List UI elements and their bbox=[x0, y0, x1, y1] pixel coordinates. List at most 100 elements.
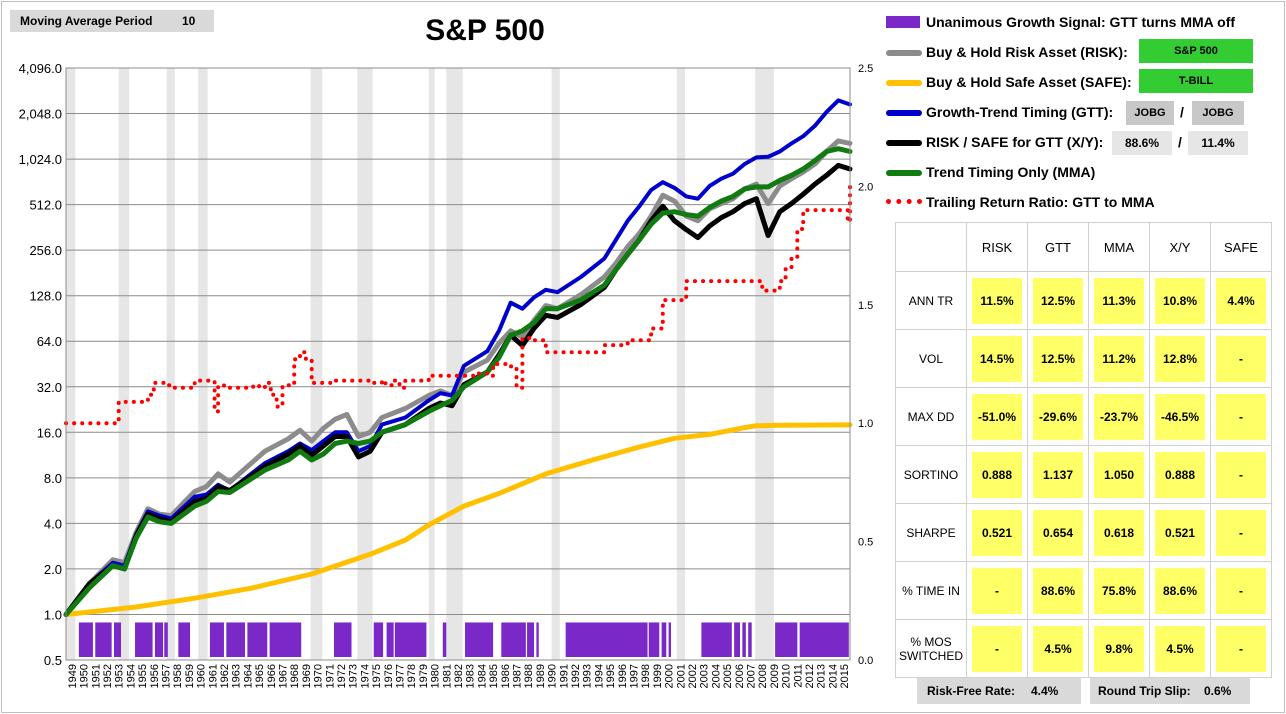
legend-item-xy: RISK / SAFE for GTT (X/Y): bbox=[884, 130, 1274, 154]
xy-right-value[interactable]: 11.4% bbox=[1188, 131, 1248, 155]
moving-average-value[interactable]: 10 bbox=[182, 14, 196, 28]
stats-value: 1.137 bbox=[1033, 451, 1083, 498]
y-left-tick-label: 512.0 bbox=[29, 198, 62, 213]
stats-value: - bbox=[1216, 625, 1266, 672]
legend-label-safe: Buy & Hold Safe Asset (SAFE): bbox=[926, 74, 1132, 90]
x-tick-label: 1954 bbox=[125, 664, 137, 688]
stats-cell: 9.8% bbox=[1088, 619, 1150, 678]
stats-row: ANN TR 11.5% 12.5% 11.3% 10.8% 4.4% bbox=[895, 271, 1272, 330]
series-line-1 bbox=[63, 422, 853, 617]
slip-label: Round Trip Slip: bbox=[1098, 684, 1191, 698]
x-tick-label: 1990 bbox=[547, 664, 559, 688]
x-tick-label: 2015 bbox=[839, 664, 851, 688]
signal-bar bbox=[178, 622, 191, 657]
x-tick-label: 2007 bbox=[746, 664, 758, 688]
x-tick-label: 1977 bbox=[394, 664, 406, 688]
stats-cell: 0.618 bbox=[1088, 503, 1150, 562]
stats-col-safe: SAFE bbox=[1210, 222, 1272, 272]
x-tick-label: 1985 bbox=[488, 664, 500, 688]
signal-swatch bbox=[886, 16, 920, 28]
stats-cell: 0.654 bbox=[1027, 503, 1089, 562]
y-left-tick-label: 16.0 bbox=[37, 425, 62, 440]
stats-row: % MOS SWITCHED -4.5% 9.8% 4.5% - bbox=[895, 619, 1272, 678]
stats-value: 0.888 bbox=[972, 451, 1022, 498]
stats-value: 88.6% bbox=[1155, 567, 1205, 614]
signal-bar bbox=[373, 622, 384, 657]
x-tick-label: 2011 bbox=[792, 664, 804, 688]
stats-value: -29.6% bbox=[1033, 393, 1083, 440]
stats-value: - bbox=[1216, 509, 1266, 556]
stats-value: -23.7% bbox=[1094, 393, 1144, 440]
stats-cell: - bbox=[1210, 329, 1272, 388]
x-tick-label: 1988 bbox=[523, 664, 535, 688]
recession-band bbox=[310, 68, 323, 660]
stats-value: 0.618 bbox=[1094, 509, 1144, 556]
stats-cell: 1.137 bbox=[1027, 445, 1089, 504]
y-left-tick-label: 1,024.0 bbox=[19, 152, 62, 167]
legend-label-ratio: Trailing Return Ratio: GTT to MMA bbox=[926, 194, 1155, 210]
x-tick-label: 1962 bbox=[219, 664, 231, 688]
moving-average-box[interactable]: Moving Average Period 10 bbox=[10, 10, 214, 32]
risk-free-label: Risk-Free Rate: bbox=[927, 684, 1016, 698]
y-left-tick-label: 8.0 bbox=[44, 471, 62, 486]
stats-value: 14.5% bbox=[972, 335, 1022, 382]
stats-cell: 1.050 bbox=[1088, 445, 1150, 504]
signal-bar bbox=[164, 622, 168, 657]
x-tick-label: 1984 bbox=[476, 664, 488, 688]
stats-value: - bbox=[1216, 393, 1266, 440]
signal-bar bbox=[333, 622, 352, 657]
gtt-right-selector[interactable]: JOBG bbox=[1192, 101, 1244, 125]
stats-col-risk: RISK bbox=[966, 222, 1028, 272]
x-tick-label: 2008 bbox=[757, 664, 769, 688]
x-tick-label: 2000 bbox=[664, 664, 676, 688]
x-tick-label: 1961 bbox=[207, 664, 219, 688]
stats-cell: -23.7% bbox=[1088, 387, 1150, 446]
x-tick-label: 1997 bbox=[629, 664, 641, 688]
gtt-left-selector[interactable]: JOBG bbox=[1126, 101, 1174, 125]
legend-item-risk: Buy & Hold Risk Asset (RISK): bbox=[884, 40, 1274, 64]
risk-asset-selector[interactable]: S&P 500 bbox=[1139, 39, 1253, 63]
signal-bar bbox=[226, 622, 246, 657]
signal-bar bbox=[748, 622, 752, 657]
y-right-tick-label: 2.5 bbox=[858, 63, 873, 75]
signal-bar bbox=[386, 622, 394, 657]
x-tick-label: 1964 bbox=[242, 664, 254, 688]
legend-item-ratio: Trailing Return Ratio: GTT to MMA bbox=[884, 190, 1274, 214]
stats-value: 12.5% bbox=[1033, 335, 1083, 382]
safe-asset-selector[interactable]: T-BILL bbox=[1139, 69, 1253, 93]
x-tick-label: 1971 bbox=[324, 664, 336, 688]
recession-band bbox=[166, 68, 175, 660]
series-line-4 bbox=[63, 146, 853, 617]
stats-value: 10.8% bbox=[1155, 277, 1205, 324]
stats-value: 11.5% bbox=[972, 277, 1022, 324]
plot-border bbox=[65, 67, 851, 661]
slip-box: Round Trip Slip: 0.6% bbox=[1090, 678, 1250, 704]
x-tick-label: 1973 bbox=[348, 664, 360, 688]
stats-value: - bbox=[972, 567, 1022, 614]
x-tick-label: 1998 bbox=[640, 664, 652, 688]
signal-bar bbox=[465, 622, 494, 657]
stats-value: 9.8% bbox=[1094, 625, 1144, 672]
signal-bar bbox=[269, 622, 302, 657]
x-tick-label: 1983 bbox=[465, 664, 477, 688]
stats-cell: 12.5% bbox=[1027, 329, 1089, 388]
legend-item-mma: Trend Timing Only (MMA) bbox=[884, 160, 1274, 184]
stats-value: 0.521 bbox=[972, 509, 1022, 556]
x-tick-label: 1995 bbox=[605, 664, 617, 688]
stats-cell: 0.888 bbox=[1149, 445, 1211, 504]
stats-value: 1.050 bbox=[1094, 451, 1144, 498]
y-left-tick-label: 4,096.0 bbox=[19, 61, 62, 76]
y-left-tick-label: 0.5 bbox=[44, 653, 62, 668]
stats-col-mma: MMA bbox=[1088, 222, 1150, 272]
recession-band bbox=[357, 68, 373, 660]
legend-label-risk: Buy & Hold Risk Asset (RISK): bbox=[926, 44, 1128, 60]
xy-left-value[interactable]: 88.6% bbox=[1112, 131, 1172, 155]
x-tick-label: 2014 bbox=[827, 664, 839, 688]
x-tick-label: 1978 bbox=[406, 664, 418, 688]
x-tick-label: 2010 bbox=[781, 664, 793, 688]
y-left-tick-label: 4.0 bbox=[44, 516, 62, 531]
stats-cell: - bbox=[966, 619, 1028, 678]
x-tick-label: 2002 bbox=[687, 664, 699, 688]
stats-cell: -29.6% bbox=[1027, 387, 1089, 446]
